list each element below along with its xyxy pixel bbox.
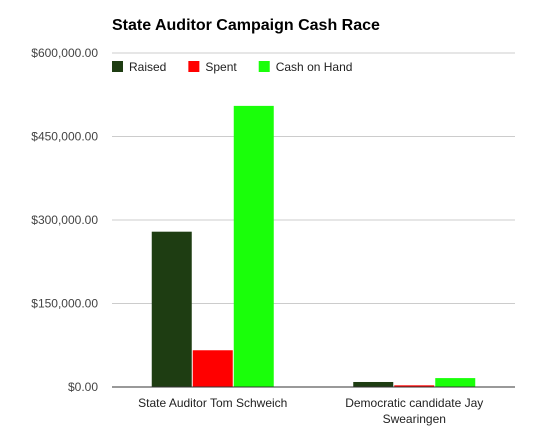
legend-label: Spent [205,60,237,74]
x-axis-labels: State Auditor Tom Schweich Democratic can… [138,396,483,426]
y-axis-ticks: $0.00 $150,000.00 $300,000.00 $450,000.00 $6… [31,46,98,394]
y-tick-label: $0.00 [68,380,98,394]
bars [151,105,476,387]
legend-label: Cash on Hand [276,60,353,74]
legend-swatch [188,61,200,72]
bar-raised [353,381,394,387]
legend-label: Raised [129,60,166,74]
y-tick-label: $300,000.00 [31,213,98,227]
x-category-label: Swearingen [383,412,446,426]
bar-spent [192,350,233,387]
legend-swatch [112,61,123,72]
x-category-label: State Auditor Tom Schweich [138,396,287,410]
y-tick-label: $450,000.00 [31,130,98,144]
legend-swatch [258,61,270,72]
gridlines [112,52,515,304]
legend: Raised Spent Cash on Hand [112,60,352,74]
bar-cash-on-hand [233,105,274,387]
bar-cash-on-hand [435,378,476,387]
chart-title: State Auditor Campaign Cash Race [112,17,380,34]
y-tick-label: $150,000.00 [31,297,98,311]
bar-spent [394,385,435,387]
y-tick-label: $600,000.00 [31,46,98,60]
bar-raised [151,231,192,387]
x-category-label: Democratic candidate Jay [345,396,483,410]
